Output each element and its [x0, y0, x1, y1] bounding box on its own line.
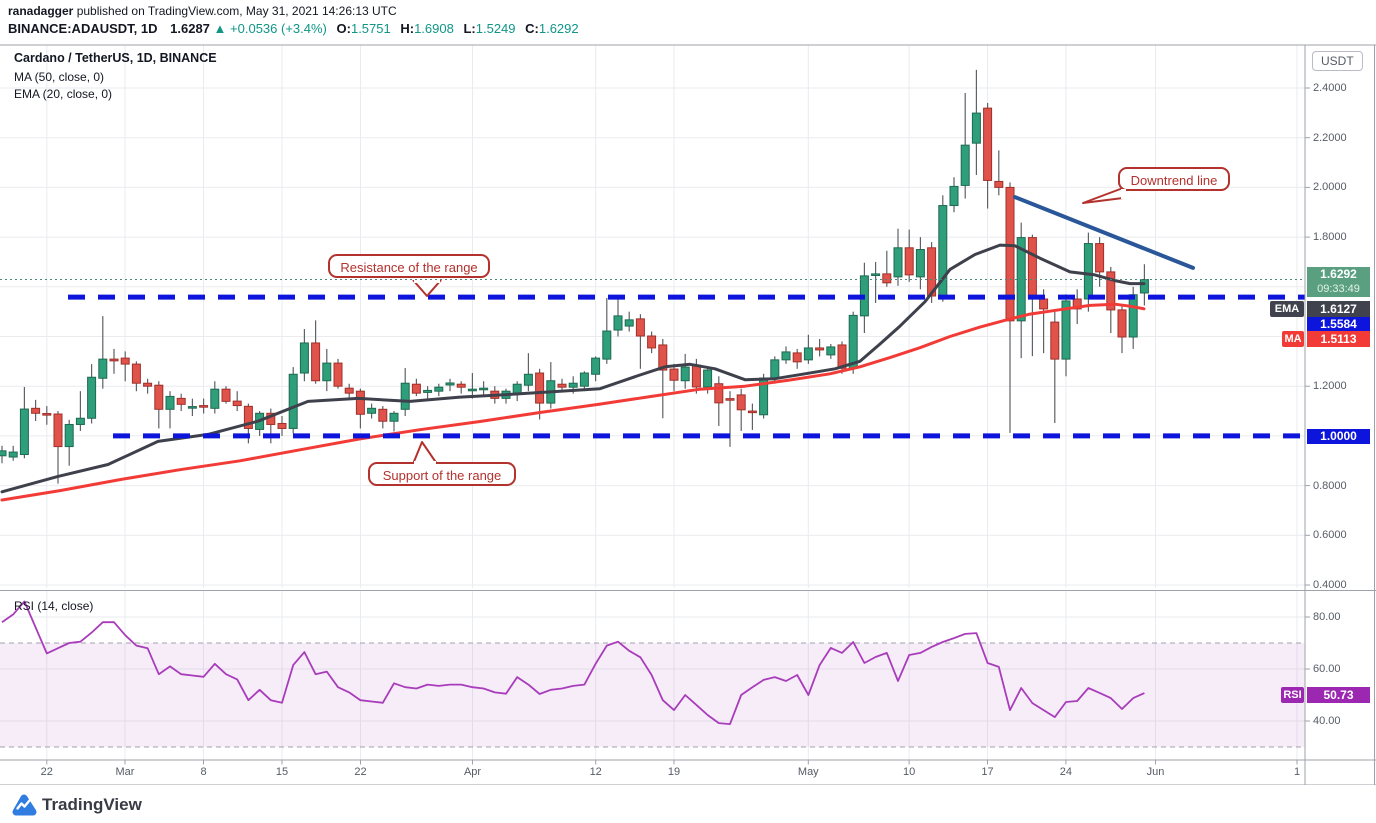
- symbol-name: BINANCE:ADAUSDT, 1D: [8, 21, 158, 36]
- high-label: H:: [400, 21, 415, 36]
- low-value: 1.5249: [475, 21, 516, 36]
- price-tick-label: 1.2000: [1313, 380, 1347, 393]
- bar-countdown: 09:33:49: [1317, 283, 1360, 295]
- high-value: 1.6908: [414, 21, 454, 36]
- ema-axis-tag: EMA: [1270, 301, 1304, 317]
- time-tick-label: 17: [981, 766, 994, 778]
- time-tick-label: 22: [40, 766, 53, 778]
- close-value: 1.6292: [538, 21, 579, 36]
- price-tick-label: 0.6000: [1313, 529, 1347, 542]
- time-tick-label: Apr: [463, 766, 482, 778]
- support-level-badge: 1.0000: [1307, 429, 1370, 444]
- time-tick-label: 1: [1293, 766, 1301, 778]
- rsi-value-badge: 50.73: [1307, 687, 1370, 703]
- price-tick-label: 2.4000: [1313, 82, 1347, 94]
- ema20-legend[interactable]: EMA (20, close, 0): [14, 87, 113, 101]
- resistance-callout-tail: [412, 280, 442, 297]
- byline-text: published on TradingView.com, May 31, 20…: [73, 4, 397, 18]
- time-tick-label: 12: [589, 766, 602, 778]
- main-pane-legend-title[interactable]: Cardano / TetherUS, 1D, BINANCE: [14, 51, 217, 65]
- resistance-level-badge: 1.5584: [1307, 317, 1370, 331]
- time-tick-label: 10: [902, 766, 916, 778]
- rsi-line: [1, 600, 1145, 725]
- candlestick-series: [0, 69, 1149, 484]
- ma50-line: [0, 302, 1146, 502]
- price-change: +0.0536 (+3.4%): [230, 21, 327, 36]
- price-tick-label: 2.0000: [1313, 181, 1347, 194]
- footer-bar: TradingView: [0, 785, 1376, 823]
- currency-toggle[interactable]: USDT: [1312, 51, 1363, 71]
- support-callout-tail: [412, 441, 438, 464]
- rsi-tick-label: 60.00: [1313, 663, 1341, 675]
- close-label: C:: [525, 21, 539, 36]
- downtrend-callout-tail: [1082, 187, 1126, 204]
- time-tick-label: 22: [354, 766, 367, 778]
- last-price: 1.6287: [170, 21, 210, 36]
- tick-marks: [46, 87, 1310, 765]
- time-tick-label: 24: [1059, 766, 1073, 778]
- time-tick-label: 15: [275, 766, 289, 778]
- ema20-line: [0, 243, 1146, 494]
- rsi-tick-label: 40.00: [1313, 715, 1341, 727]
- gridlines: [0, 45, 1305, 760]
- up-arrow-icon: ▲: [213, 21, 227, 36]
- current-price-badge: 1.6292 09:33:49: [1307, 267, 1370, 297]
- open-label: O:: [336, 21, 351, 36]
- current-price-value: 1.6292: [1320, 267, 1357, 281]
- publish-byline: ranadagger published on TradingView.com,…: [8, 4, 397, 18]
- open-value: 1.5751: [350, 21, 391, 36]
- resistance-callout[interactable]: Resistance of the range: [328, 254, 490, 278]
- downtrend-callout[interactable]: Downtrend line: [1118, 167, 1230, 191]
- author-name: ranadagger: [8, 4, 74, 18]
- tradingview-logo-icon[interactable]: [8, 792, 208, 818]
- ema-value-badge: 1.6127: [1307, 301, 1370, 317]
- ma-axis-tag: MA: [1282, 331, 1304, 347]
- low-label: L:: [463, 21, 476, 36]
- downtrend-trendline[interactable]: [1013, 195, 1195, 270]
- rsi-band: [0, 642, 1305, 748]
- support-callout[interactable]: Support of the range: [368, 462, 516, 486]
- time-tick-label: Jun: [1146, 766, 1165, 778]
- rsi-pane-legend[interactable]: RSI (14, close): [14, 599, 94, 613]
- symbol-status-row: BINANCE:ADAUSDT, 1D 1.6287 ▲ +0.0536 (+3…: [8, 21, 579, 36]
- price-tick-label: 0.4000: [1313, 579, 1347, 591]
- time-tick-label: May: [797, 766, 819, 778]
- time-tick-label: 19: [667, 766, 681, 778]
- time-tick-label: Mar: [115, 766, 135, 778]
- time-tick-label: 8: [200, 766, 207, 778]
- ma50-legend[interactable]: MA (50, close, 0): [14, 70, 105, 84]
- price-tick-label: 0.8000: [1313, 479, 1347, 492]
- rsi-tick-label: 80.00: [1313, 611, 1341, 623]
- tradingview-brand-text[interactable]: TradingView: [42, 795, 142, 814]
- price-tick-label: 1.8000: [1313, 231, 1347, 244]
- ma-value-badge: 1.5113: [1307, 331, 1370, 347]
- rsi-axis-tag: RSI: [1281, 687, 1304, 703]
- price-tick-label: 2.2000: [1313, 131, 1347, 144]
